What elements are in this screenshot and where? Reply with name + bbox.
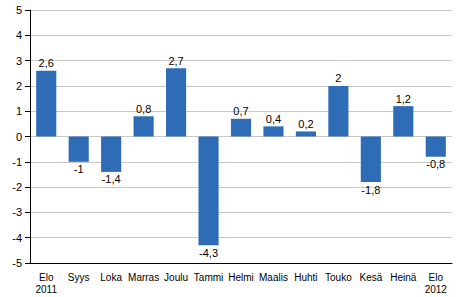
svg-text:1: 1 (16, 105, 22, 117)
svg-text:2,7: 2,7 (168, 55, 183, 67)
svg-text:-1: -1 (74, 163, 84, 175)
svg-text:0,7: 0,7 (233, 105, 248, 117)
svg-text:-1,4: -1,4 (102, 173, 121, 185)
svg-text:-2: -2 (12, 181, 22, 193)
svg-text:0,8: 0,8 (136, 103, 151, 115)
svg-text:Elo: Elo (39, 272, 54, 283)
svg-text:-5: -5 (12, 257, 22, 269)
svg-text:Elo: Elo (429, 272, 444, 283)
svg-text:-4: -4 (12, 232, 22, 244)
svg-text:-0,8: -0,8 (426, 158, 445, 170)
svg-text:Touko: Touko (325, 272, 352, 283)
svg-text:Tammi: Tammi (194, 272, 223, 283)
svg-text:0,4: 0,4 (266, 113, 281, 125)
svg-text:4: 4 (16, 29, 22, 41)
svg-text:-1,8: -1,8 (361, 184, 380, 196)
svg-text:2: 2 (16, 80, 22, 92)
svg-text:Marras: Marras (128, 272, 159, 283)
svg-text:Helmi: Helmi (228, 272, 254, 283)
svg-text:2012: 2012 (425, 284, 448, 295)
svg-text:-1: -1 (12, 156, 22, 168)
svg-text:5: 5 (16, 4, 22, 16)
svg-text:3: 3 (16, 55, 22, 67)
svg-text:Syys: Syys (68, 272, 90, 283)
svg-text:2: 2 (335, 72, 341, 84)
svg-text:0,2: 0,2 (298, 118, 313, 130)
svg-text:-4,3: -4,3 (199, 247, 218, 259)
svg-text:2011: 2011 (35, 284, 57, 295)
svg-text:Joulu: Joulu (164, 272, 188, 283)
svg-text:Heinä: Heinä (390, 272, 417, 283)
svg-text:0: 0 (16, 131, 22, 143)
svg-text:Loka: Loka (100, 272, 122, 283)
svg-text:Maalis: Maalis (259, 272, 288, 283)
svg-text:2,6: 2,6 (39, 57, 54, 69)
svg-text:-3: -3 (12, 206, 22, 218)
svg-text:1,2: 1,2 (396, 93, 411, 105)
svg-text:Huhti: Huhti (294, 272, 317, 283)
svg-text:Kesä: Kesä (359, 272, 382, 283)
